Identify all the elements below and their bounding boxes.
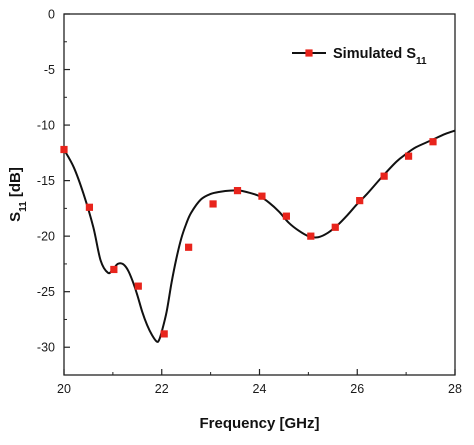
data-point-marker [233,187,242,195]
data-point-marker [209,200,217,208]
data-point-marker [282,212,290,220]
data-point-marker [380,172,388,180]
data-point-marker [85,203,94,211]
y-tick-label: -20 [37,230,55,244]
data-point-marker [60,145,68,154]
data-point-marker [134,282,142,290]
y-tick-label: -25 [37,285,55,299]
x-axis-title: Frequency [GHz] [199,415,319,432]
data-point-marker [307,232,315,240]
x-tick-label: 26 [350,382,364,396]
x-tick-label: 28 [448,382,462,396]
y-tick-label: 0 [48,8,55,22]
x-tick-label: 24 [253,382,267,396]
legend-marker [305,49,313,57]
legend-label: Simulated S11 [333,46,427,67]
data-point-marker [356,197,364,205]
data-point-marker [404,152,413,160]
y-axis-title: S11 [dB] [7,167,29,222]
axes: 20 22 24 26 28 0 -5 -10 -15 -20 -25 -30 Frequency [G… [7,8,462,433]
y-tick-label: -15 [37,174,55,188]
data-point-marker [331,223,339,231]
data-point-marker [110,265,118,274]
series-layer [60,129,456,343]
data-point-marker [258,192,266,200]
x-tick-label: 20 [57,382,71,396]
data-point-marker [160,330,168,338]
x-tick-label: 22 [155,382,169,396]
y-tick-label: -30 [37,341,55,355]
y-tick-label: -5 [44,63,55,77]
legend: Simulated S11 [292,46,427,67]
y-tick-label: -10 [37,119,55,133]
data-point-marker [185,243,193,251]
data-point-marker [429,138,437,146]
